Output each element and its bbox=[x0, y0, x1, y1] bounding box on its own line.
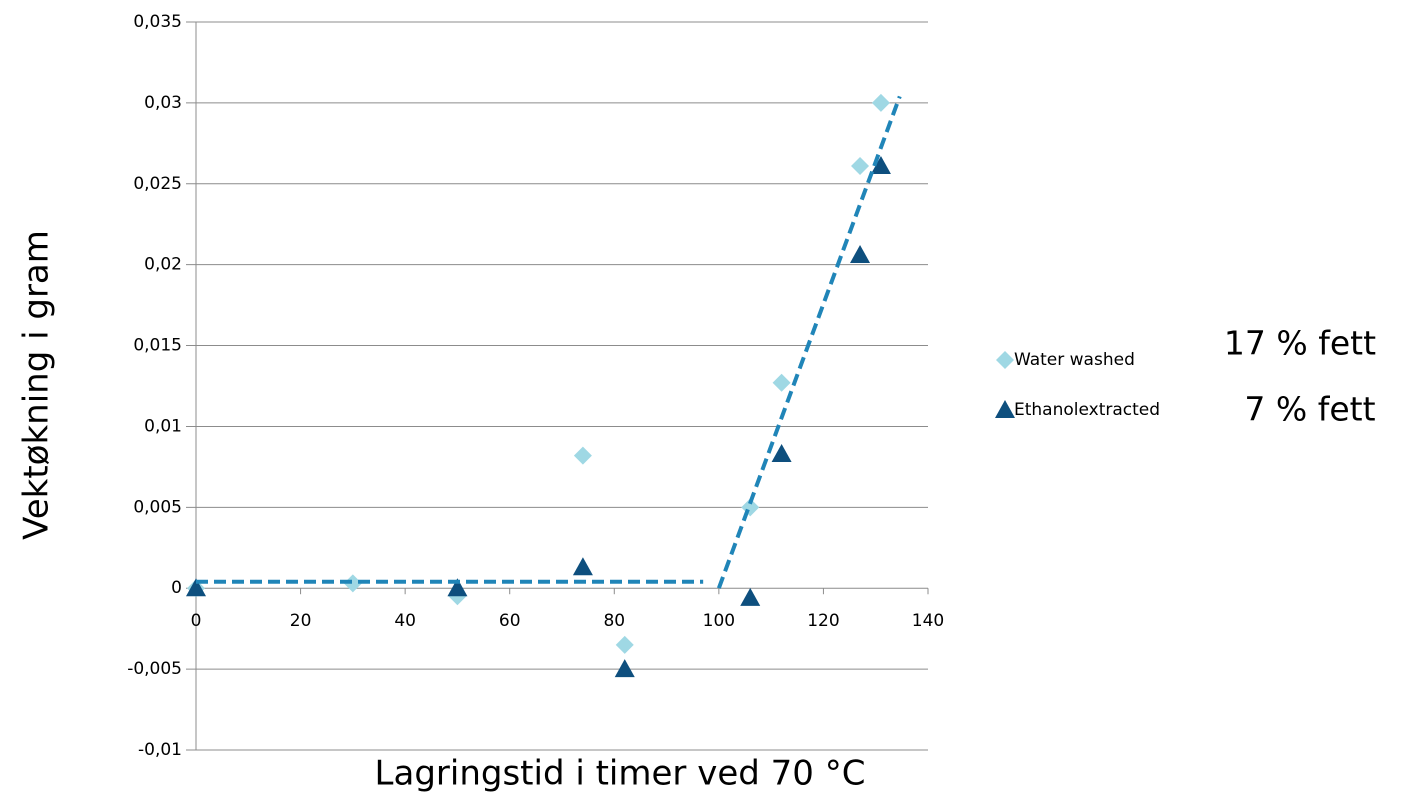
point bbox=[740, 587, 761, 606]
legend-label: Water washed bbox=[1014, 350, 1135, 370]
x-axis-title: Lagringstid i timer ved 70 °C bbox=[375, 754, 866, 794]
y-tick-label: -0,005 bbox=[127, 659, 182, 679]
x-tick-label: 140 bbox=[912, 611, 944, 631]
x-tick-label: 60 bbox=[499, 611, 521, 631]
point bbox=[851, 156, 870, 175]
annotation: 17 % fett bbox=[1224, 324, 1376, 363]
y-tick-label: 0,035 bbox=[133, 12, 182, 32]
legend-marker bbox=[996, 351, 1014, 369]
point bbox=[871, 93, 890, 112]
point bbox=[615, 635, 634, 654]
point bbox=[614, 659, 635, 678]
point bbox=[870, 155, 891, 174]
x-tick-label: 20 bbox=[290, 611, 312, 631]
y-tick-label: -0,01 bbox=[138, 740, 182, 760]
y-tick-label: 0,015 bbox=[133, 336, 182, 356]
y-tick-label: 0,03 bbox=[144, 93, 182, 113]
point bbox=[771, 443, 792, 462]
y-tick-label: 0 bbox=[171, 578, 182, 598]
point bbox=[447, 578, 468, 597]
point bbox=[850, 244, 871, 263]
trendline bbox=[716, 95, 902, 589]
legend-label: Ethanolextracted bbox=[1014, 400, 1160, 420]
y-tick-label: 0,025 bbox=[133, 174, 182, 194]
x-tick-label: 0 bbox=[191, 611, 202, 631]
x-tick-label: 40 bbox=[394, 611, 416, 631]
y-tick-label: 0,02 bbox=[144, 255, 182, 275]
x-tick-label: 100 bbox=[703, 611, 735, 631]
annotation: 7 % fett bbox=[1244, 390, 1375, 429]
y-tick-label: 0,005 bbox=[133, 497, 182, 517]
point bbox=[186, 578, 206, 597]
point bbox=[772, 373, 791, 392]
x-tick-label: 80 bbox=[603, 611, 625, 631]
legend-marker bbox=[995, 400, 1015, 418]
y-axis-title: Vektøkning i gram bbox=[17, 230, 57, 540]
x-tick-label: 120 bbox=[807, 611, 839, 631]
y-tick-label: 0,01 bbox=[144, 416, 182, 436]
point bbox=[573, 446, 592, 465]
point bbox=[343, 574, 362, 593]
point bbox=[572, 557, 593, 576]
